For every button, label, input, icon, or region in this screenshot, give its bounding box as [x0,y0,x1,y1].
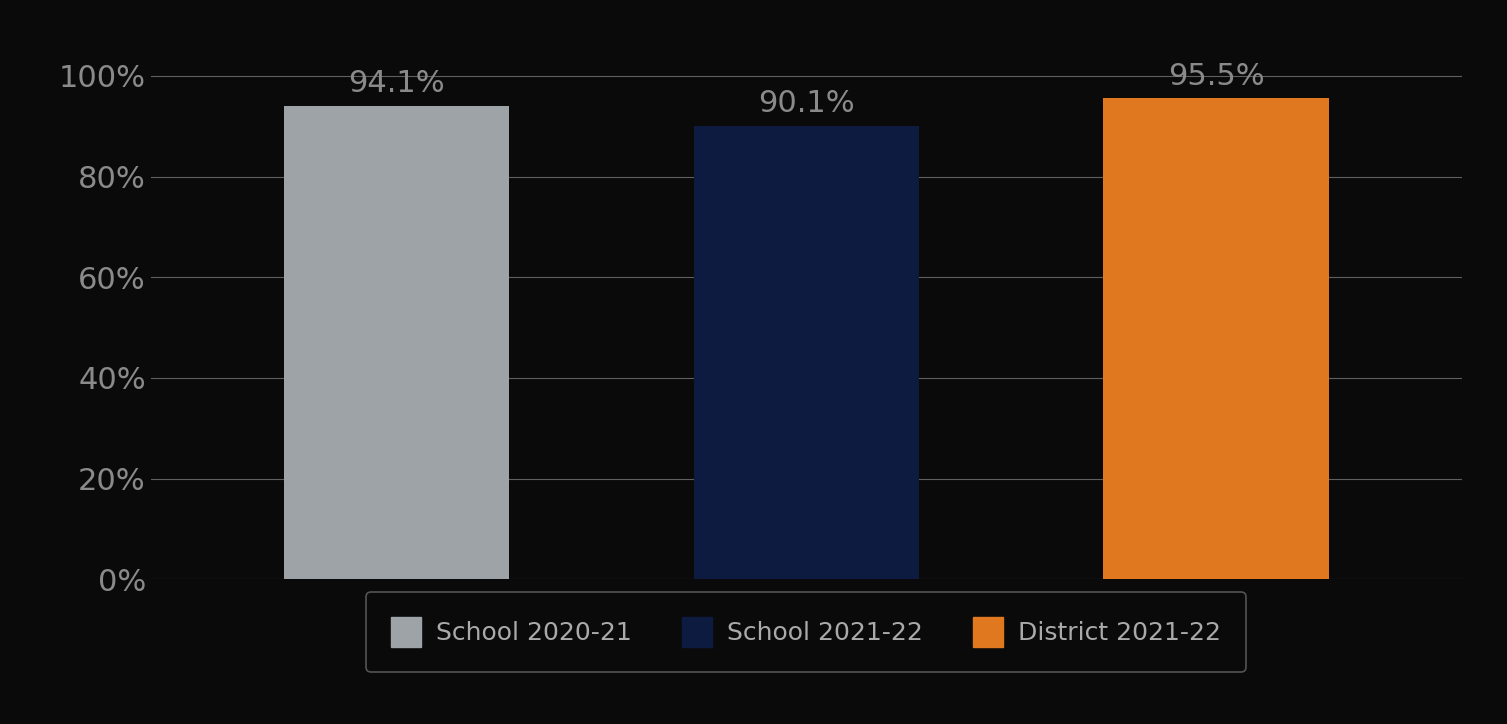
Bar [1103,98,1329,579]
Bar [283,106,509,579]
Text: 90.1%: 90.1% [758,89,854,118]
Bar [693,126,919,579]
Legend: School 2020-21, School 2021-22, District 2021-22: School 2020-21, School 2021-22, District… [366,592,1246,673]
Text: 94.1%: 94.1% [348,69,445,98]
Text: 95.5%: 95.5% [1168,62,1264,91]
